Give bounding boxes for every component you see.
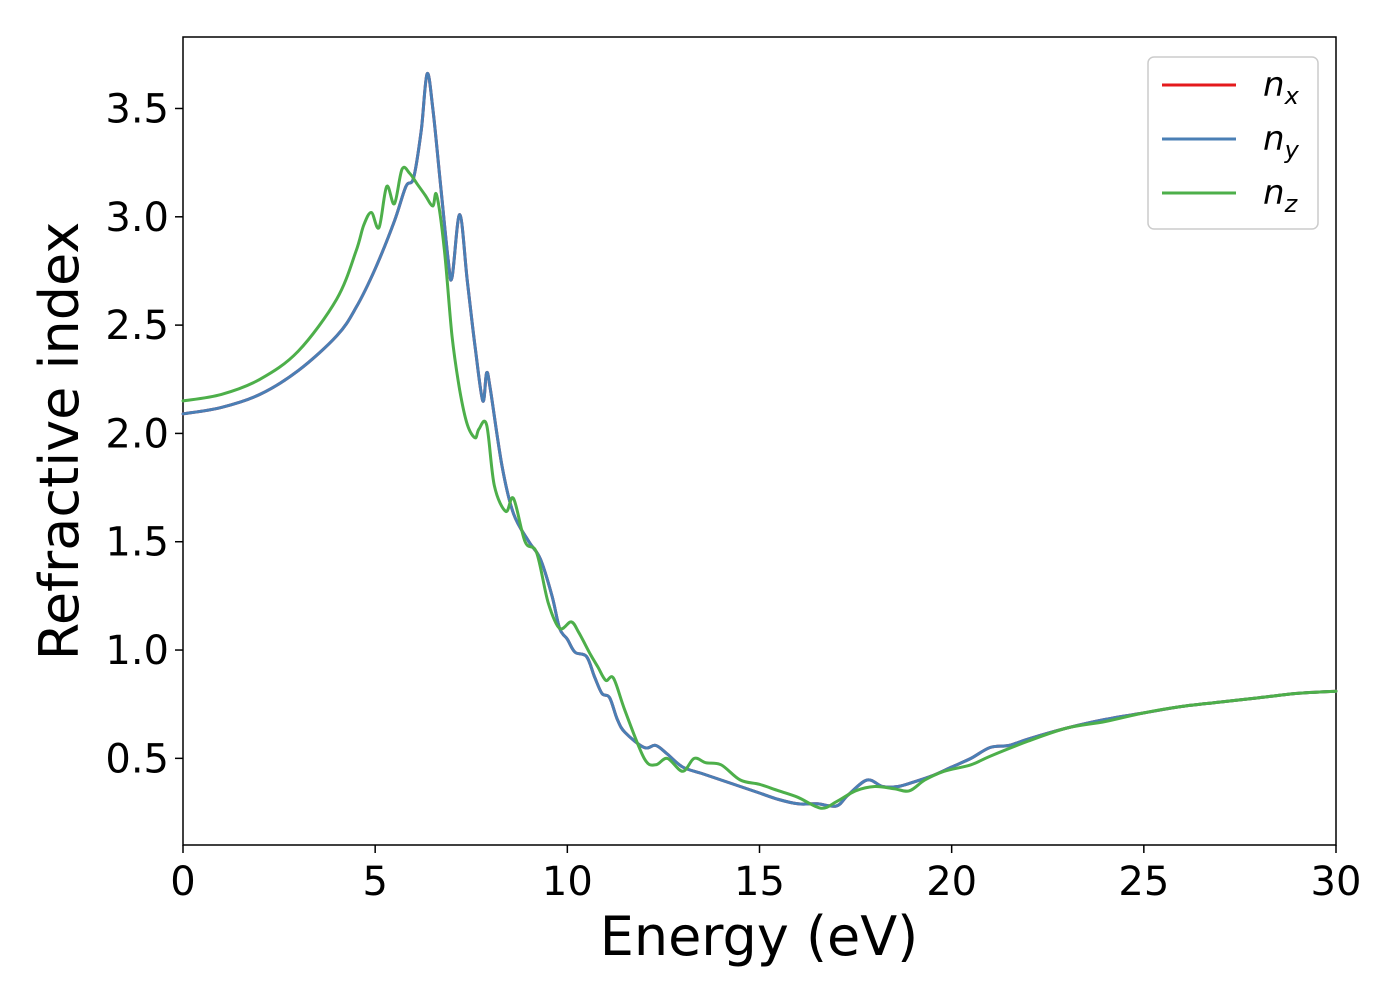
y-tick-label: 2.5 [105, 303, 169, 349]
y-tick-label: 0.5 [105, 736, 169, 782]
y-axis-title: Refractive index [28, 222, 91, 661]
series-line-nz [181, 165, 1338, 810]
x-tick-label: 30 [1311, 859, 1362, 905]
y-tick-label: 3.0 [105, 195, 169, 241]
x-tick-label: 5 [362, 859, 387, 905]
legend-box [1147, 56, 1319, 230]
x-axis-ticks: 0 5 10 15 20 25 30 [170, 845, 1361, 905]
series-layer [181, 72, 1338, 810]
series-line-ny [181, 72, 1338, 808]
x-tick-label: 10 [542, 859, 593, 905]
y-tick-label: 1.0 [105, 628, 169, 674]
x-tick-label: 15 [734, 859, 785, 905]
x-tick-label: 20 [926, 859, 977, 905]
x-tick-label: 25 [1118, 859, 1169, 905]
legend-label-nz: nz [1263, 173, 1299, 218]
x-tick-label: 0 [170, 859, 195, 905]
y-tick-label: 2.0 [105, 411, 169, 457]
y-tick-label: 3.5 [105, 86, 169, 132]
y-tick-label: 1.5 [105, 520, 169, 566]
x-axis-title: Energy (eV) [600, 905, 919, 968]
y-axis-ticks: 0.5 1.0 1.5 2.0 2.5 3.0 3.5 [105, 86, 183, 782]
